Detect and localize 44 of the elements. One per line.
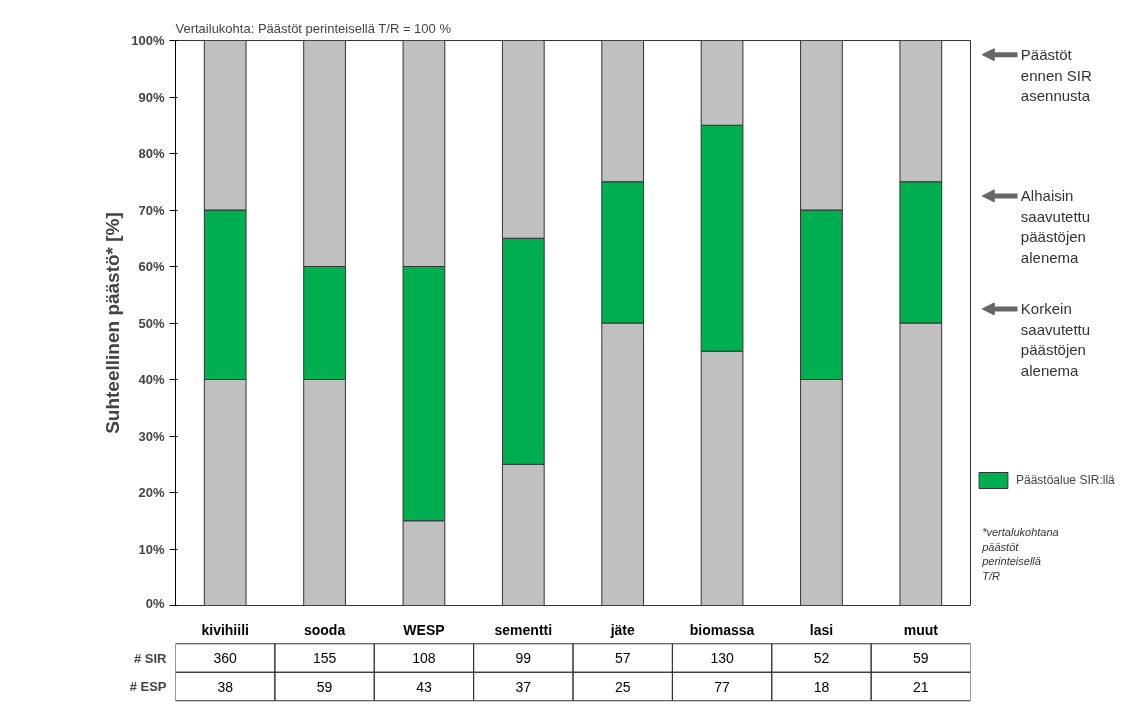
text: 77: [714, 678, 731, 695]
text: Päästöt ennen SIR asennusta: [1020, 46, 1092, 104]
y-tick-label: 40%: [138, 372, 165, 387]
text: 130: [710, 650, 734, 666]
text: 21: [913, 678, 929, 695]
text: 155: [312, 650, 337, 666]
text: 18: [813, 678, 830, 695]
y-tick-label: 90%: [138, 89, 165, 105]
y-tick-label: 70%: [138, 202, 165, 218]
text: 25: [614, 678, 631, 695]
text: 99: [515, 650, 532, 666]
x-tick-label: kivihiili: [201, 621, 249, 638]
y-tick-label: 50%: [138, 315, 165, 331]
y-tick-label: 20%: [138, 485, 165, 500]
text: # SIR: [133, 650, 168, 666]
y-tick-label: 10%: [138, 541, 165, 557]
x-tick-label: muut: [903, 621, 939, 638]
text: *vertalukohtana päästöt perinteisellä T/R: [981, 526, 1059, 582]
text: 59: [316, 678, 333, 695]
text: 38: [217, 678, 234, 695]
y-tick-label: 80%: [138, 146, 165, 161]
y-axis-title: Suhteellinen päästö* [%]: [102, 212, 124, 434]
y-tick-label: 0%: [145, 595, 165, 611]
legend-label: Päästöalue SIR:llä: [1016, 473, 1115, 487]
text: 59: [913, 650, 929, 666]
text: 37: [515, 678, 532, 695]
x-tick-label: jäte: [609, 621, 635, 638]
y-tick-label: 30%: [138, 428, 165, 444]
text: Korkein saavutettu päästöjen alenema: [1020, 300, 1091, 379]
text: # ESP: [129, 679, 167, 694]
x-tick-label: sementti: [494, 621, 553, 638]
x-tick-label: biomassa: [689, 621, 755, 638]
y-tick-label: 100%: [131, 33, 165, 48]
x-tick-label: WESP: [403, 621, 445, 638]
x-tick-label: lasi: [809, 621, 834, 638]
text: 52: [813, 650, 830, 666]
x-tick-label: sooda: [303, 621, 346, 638]
text: Alhaisin saavutettu päästöjen alenema: [1020, 187, 1091, 266]
text: 360: [213, 650, 238, 666]
y-tick-label: 60%: [138, 259, 165, 274]
text: 108: [412, 650, 436, 666]
text: 57: [614, 650, 631, 666]
text: 43: [416, 678, 432, 695]
chart-subtitle: Vertailukohta: Päästöt perinteisellä T/R = 100 %: [175, 20, 452, 36]
